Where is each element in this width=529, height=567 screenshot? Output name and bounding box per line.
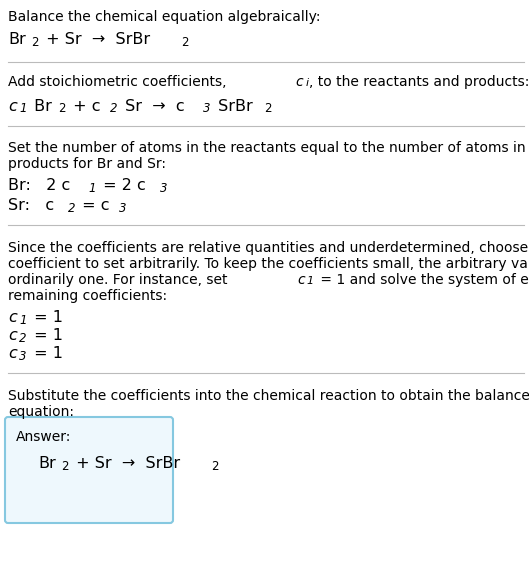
Text: + Sr  →  SrBr: + Sr → SrBr bbox=[41, 32, 150, 47]
Text: Br:   2 c: Br: 2 c bbox=[8, 178, 70, 193]
Text: 2: 2 bbox=[61, 459, 68, 472]
Text: 1: 1 bbox=[19, 103, 27, 116]
Text: = 1 and solve the system of equations for the: = 1 and solve the system of equations fo… bbox=[316, 273, 529, 287]
Text: 3: 3 bbox=[19, 349, 27, 362]
Text: remaining coefficients:: remaining coefficients: bbox=[8, 289, 167, 303]
Text: 2: 2 bbox=[212, 459, 219, 472]
Text: Answer:: Answer: bbox=[16, 430, 71, 444]
Text: Br: Br bbox=[38, 456, 56, 471]
Text: c: c bbox=[8, 346, 17, 361]
Text: = 1: = 1 bbox=[29, 346, 63, 361]
Text: 1: 1 bbox=[19, 314, 27, 327]
Text: coefficient to set arbitrarily. To keep the coefficients small, the arbitrary va: coefficient to set arbitrarily. To keep … bbox=[8, 257, 529, 271]
Text: 3: 3 bbox=[160, 181, 167, 194]
Text: 2: 2 bbox=[59, 103, 66, 116]
Text: c: c bbox=[8, 310, 17, 325]
Text: Sr:   c: Sr: c bbox=[8, 198, 54, 213]
Text: equation:: equation: bbox=[8, 405, 74, 419]
Text: c: c bbox=[8, 328, 17, 343]
Text: = c: = c bbox=[77, 198, 110, 213]
Text: 2: 2 bbox=[19, 332, 27, 345]
Text: 2: 2 bbox=[68, 201, 75, 214]
Text: = 1: = 1 bbox=[29, 310, 63, 325]
Text: 2: 2 bbox=[110, 103, 117, 116]
Text: + Sr  →  SrBr: + Sr → SrBr bbox=[70, 456, 180, 471]
Text: c: c bbox=[296, 75, 303, 89]
Text: Br: Br bbox=[29, 99, 52, 114]
Text: Substitute the coefficients into the chemical reaction to obtain the balanced: Substitute the coefficients into the che… bbox=[8, 389, 529, 403]
Text: 2: 2 bbox=[181, 36, 189, 49]
Text: c: c bbox=[297, 273, 305, 287]
Text: 2: 2 bbox=[264, 103, 271, 116]
Text: Balance the chemical equation algebraically:: Balance the chemical equation algebraica… bbox=[8, 10, 321, 24]
Text: = 1: = 1 bbox=[29, 328, 63, 343]
Text: 1: 1 bbox=[88, 181, 96, 194]
Text: ordinarily one. For instance, set: ordinarily one. For instance, set bbox=[8, 273, 232, 287]
Text: Add stoichiometric coefficients,: Add stoichiometric coefficients, bbox=[8, 75, 231, 89]
Text: , to the reactants and products:: , to the reactants and products: bbox=[309, 75, 529, 89]
Text: = 2 c: = 2 c bbox=[98, 178, 146, 193]
FancyBboxPatch shape bbox=[5, 417, 173, 523]
Text: Set the number of atoms in the reactants equal to the number of atoms in the: Set the number of atoms in the reactants… bbox=[8, 141, 529, 155]
Text: Br: Br bbox=[8, 32, 26, 47]
Text: 3: 3 bbox=[119, 201, 126, 214]
Text: 2: 2 bbox=[31, 36, 39, 49]
Text: + c: + c bbox=[68, 99, 101, 114]
Text: i: i bbox=[305, 78, 308, 88]
Text: products for Br and Sr:: products for Br and Sr: bbox=[8, 157, 166, 171]
Text: 1: 1 bbox=[307, 277, 314, 286]
Text: Since the coefficients are relative quantities and underdetermined, choose a: Since the coefficients are relative quan… bbox=[8, 241, 529, 255]
Text: Sr  →  c: Sr → c bbox=[120, 99, 185, 114]
Text: c: c bbox=[8, 99, 17, 114]
Text: 3: 3 bbox=[203, 103, 211, 116]
Text: SrBr: SrBr bbox=[213, 99, 252, 114]
